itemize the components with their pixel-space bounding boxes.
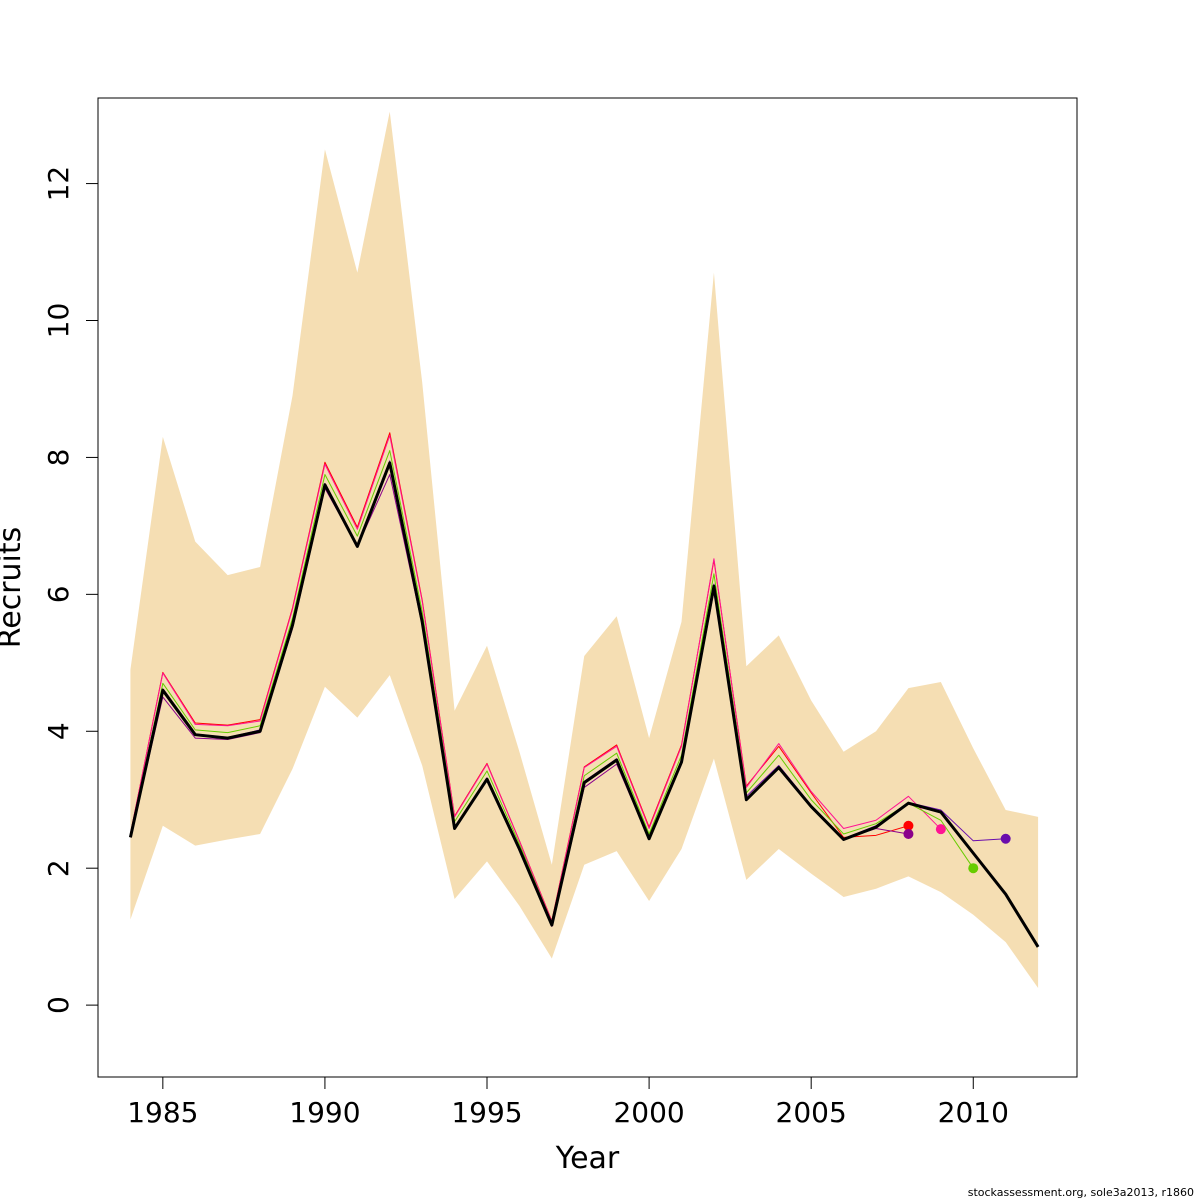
y-tick-label: 2 bbox=[42, 859, 75, 877]
series-line-6 bbox=[128, 461, 1040, 948]
series-final-point-3 bbox=[968, 863, 979, 874]
x-tick-label: 2000 bbox=[613, 1096, 684, 1129]
footer-credit: stockassessment.org, sole3a2013, r1860 bbox=[968, 1186, 1194, 1199]
x-tick-label: 2010 bbox=[938, 1096, 1009, 1129]
confidence-band-layer bbox=[130, 111, 1039, 988]
y-tick-label: 0 bbox=[42, 996, 75, 1014]
x-tick-label: 2005 bbox=[776, 1096, 847, 1129]
y-tick-label: 12 bbox=[42, 166, 75, 202]
x-axis-title: Year bbox=[555, 1141, 620, 1176]
series-line-2 bbox=[129, 435, 942, 923]
confidence-band bbox=[130, 111, 1039, 988]
series-final-point-5 bbox=[1000, 833, 1011, 844]
x-tick-label: 1990 bbox=[289, 1096, 360, 1129]
series-final-point-2 bbox=[935, 824, 946, 835]
x-tick-label: 1995 bbox=[451, 1096, 522, 1129]
axes: 1985 1990 1995 2000 2005 2010 0 2 4 6 8 10 12 bbox=[42, 166, 1009, 1129]
y-tick-label: 10 bbox=[42, 303, 75, 339]
series-layer bbox=[128, 432, 1040, 948]
y-tick-label: 4 bbox=[42, 722, 75, 740]
x-tick-label: 1985 bbox=[127, 1096, 198, 1129]
final-points-layer bbox=[903, 820, 1011, 874]
series-final-point-4 bbox=[903, 828, 914, 839]
y-tick-label: 8 bbox=[42, 449, 75, 467]
y-tick-label: 6 bbox=[42, 585, 75, 603]
plot-frame bbox=[97, 97, 1078, 1078]
y-axis-title: Recruits bbox=[0, 527, 28, 649]
series-final-point-1 bbox=[903, 820, 914, 831]
